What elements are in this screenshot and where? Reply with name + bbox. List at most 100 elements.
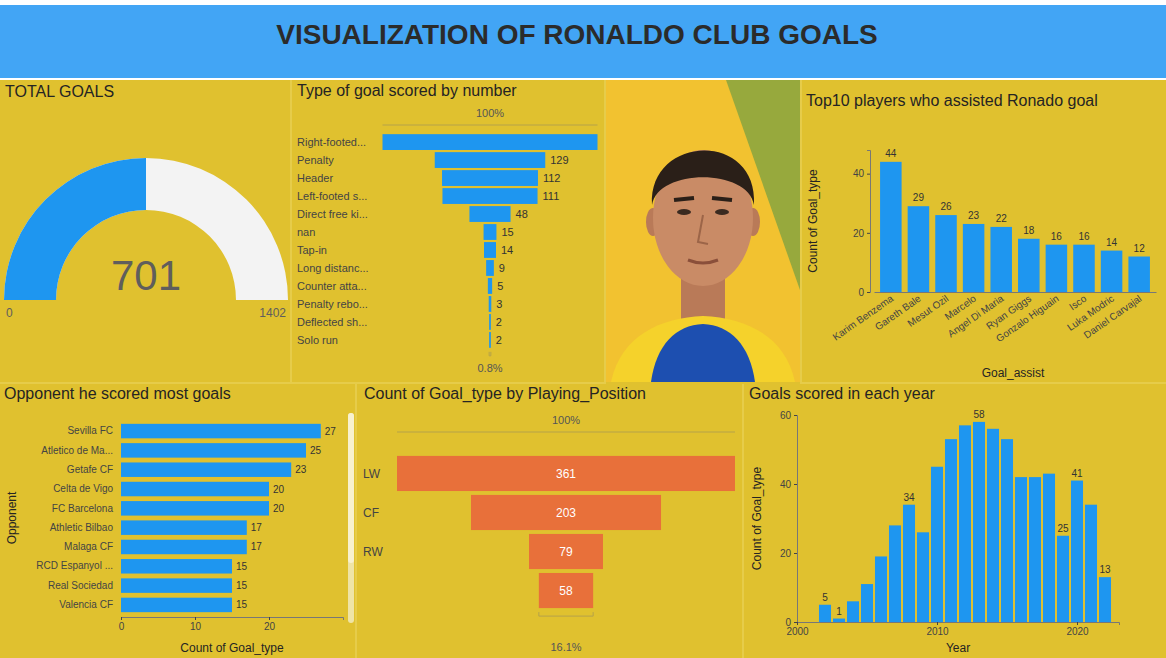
gauge (4, 158, 288, 300)
category-label: Solo run (297, 334, 338, 346)
bar (861, 584, 873, 622)
data-label: 18 (1023, 225, 1035, 236)
header-title: VISUALIZATION OF RONALDO CLUB GOALS (276, 19, 877, 50)
funnel-bar (435, 152, 545, 168)
funnel-bar (484, 242, 496, 258)
data-label: 5 (497, 280, 503, 292)
bar (987, 429, 999, 622)
tick-label: 40 (853, 168, 865, 179)
tick-label: 0 (858, 287, 864, 298)
shirt (611, 316, 795, 382)
data-label: 29 (913, 192, 925, 203)
tick: 10 (190, 617, 202, 632)
category-label: RW (363, 545, 383, 559)
bar (880, 162, 902, 292)
data-label: 203 (556, 506, 576, 520)
bar (121, 424, 321, 438)
data-label: 48 (516, 208, 528, 220)
funnel-bar (539, 573, 593, 608)
axis: 0 20 40 (853, 151, 871, 298)
tick-label: 20 (780, 548, 792, 559)
bar (1071, 481, 1083, 622)
panel-area (0, 80, 1166, 658)
axis-line (867, 151, 871, 293)
funnel-bars (383, 134, 598, 348)
tick: Valencia CF (59, 599, 121, 610)
bar (121, 443, 306, 457)
data-label: 58 (973, 409, 985, 420)
data-label: 17 (251, 541, 263, 552)
tick-label: 20 (853, 228, 865, 239)
tick-mark (794, 553, 797, 554)
background (0, 0, 1166, 658)
funnel-bar (484, 224, 497, 240)
data-label: 361 (556, 467, 576, 481)
category-label: Tap-in (297, 244, 327, 256)
dashboard: VISUALIZATION OF RONALDO CLUB GOALS TOTAL… (0, 0, 1166, 658)
eye (715, 209, 729, 215)
tick-mark (195, 617, 196, 620)
tick: 0 (119, 617, 125, 632)
bar (889, 525, 901, 622)
bar (121, 462, 291, 476)
tick: 0 (858, 287, 870, 298)
data-label: 20 (273, 484, 285, 495)
bar (1099, 577, 1111, 622)
funnel-bar (469, 206, 510, 222)
tick: 60 (780, 410, 797, 421)
data-label: 15 (501, 226, 513, 238)
tick-label: 2000 (786, 626, 809, 637)
tick-mark (794, 622, 797, 623)
tick-label: Real Sociedad (48, 580, 113, 591)
data-label: 15 (236, 599, 248, 610)
axis: 200020102020 (786, 622, 1119, 637)
separator (290, 80, 292, 382)
chart-title: Count of Goal_type by Playing_Position (364, 385, 646, 403)
data-label: 13 (1099, 564, 1111, 575)
data-label: 25 (1057, 523, 1069, 534)
bar (121, 540, 247, 554)
category-label: Header (297, 172, 333, 184)
separator (604, 80, 606, 382)
axis-line (122, 618, 344, 621)
tick: Celta de Vigo (53, 483, 121, 494)
gauge-track (4, 158, 288, 300)
tick-label: Daniel Carvajal (1082, 293, 1144, 341)
annotation: 100% (476, 107, 504, 119)
tick-label: Atletico de Ma... (41, 445, 113, 456)
bar (1015, 477, 1027, 622)
data-label: 23 (968, 210, 980, 221)
data-label: 44 (885, 148, 897, 159)
funnel-bar (486, 260, 494, 276)
funnel-guide (489, 352, 491, 356)
bar (121, 501, 269, 515)
data-label: 41 (1071, 468, 1083, 479)
data-label: 14 (501, 244, 513, 256)
gauge-tick-label: 1402 (259, 306, 286, 320)
funnel-bar (442, 170, 538, 186)
funnel-bars (397, 456, 735, 608)
bar (121, 520, 247, 534)
bar (903, 505, 915, 622)
scrollbar (348, 413, 354, 623)
data-label: 16 (1051, 231, 1063, 242)
data-label: 2 (496, 334, 502, 346)
x-axis-title: Count of Goal_type (180, 641, 284, 655)
data-label: 26 (940, 201, 952, 212)
chart-title: TOTAL GOALS (5, 83, 114, 100)
tick: 20 (853, 228, 870, 239)
tick-label: RCD Espanyol ... (36, 560, 113, 571)
tick: RCD Espanyol ... (36, 560, 121, 571)
y-axis-title: Count of Goal_type (806, 169, 820, 273)
collar (651, 324, 755, 382)
bar (121, 578, 232, 592)
axis: 01020 (119, 617, 344, 632)
category-label: Long distanc... (297, 262, 369, 274)
bar (1043, 474, 1055, 622)
tick-mark (937, 622, 938, 625)
category-label: Left-footed s... (297, 190, 367, 202)
x-axis-title: Goal_assist (982, 366, 1045, 380)
bar (121, 559, 232, 573)
title-line: Top10 players who assisted Ronado goal (806, 92, 1098, 109)
bar (1046, 245, 1068, 292)
